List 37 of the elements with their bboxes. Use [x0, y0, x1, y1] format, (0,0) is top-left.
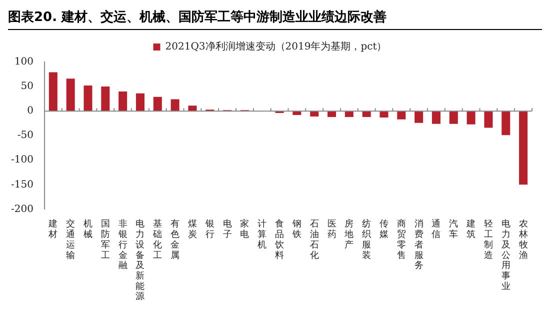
- x-tick-label: 家电: [240, 218, 250, 240]
- y-tick-label: 0: [27, 106, 34, 117]
- x-tick-label: 纺织服装: [362, 218, 372, 261]
- legend-label: 2021Q3净利润增速变动（2019年为基期，pct）: [165, 40, 387, 53]
- x-tick-label: 食品饮料: [274, 218, 284, 261]
- x-tick-label: 银行: [204, 218, 214, 240]
- x-tick-label: 煤炭: [188, 218, 197, 240]
- x-tick-label: 有色金属: [170, 218, 180, 261]
- x-tick-label: 基础化工: [152, 218, 162, 261]
- x-tick-label: 汽车: [449, 218, 458, 240]
- y-tick-label: 100: [14, 56, 34, 68]
- y-tick-label: 50: [20, 81, 34, 92]
- x-tick-label: 机械: [83, 218, 92, 240]
- x-tick-label: 电子: [222, 218, 232, 240]
- x-tick-label: 建筑: [466, 218, 476, 240]
- y-tick-label: -200: [10, 204, 34, 215]
- x-tick-label: 交通运输: [66, 218, 76, 261]
- x-tick-label: 消费者服务: [414, 218, 424, 272]
- x-tick-label: 农林牧渔: [518, 218, 528, 261]
- x-tick-label: 石油石化: [310, 220, 319, 261]
- x-tick-label: 通信: [432, 218, 441, 240]
- x-tick-label: 钢铁: [291, 218, 302, 240]
- x-tick-label: 非银行金融: [117, 218, 128, 272]
- chart-title: 图表20. 建材、交运、机械、国防军工等中游制造业业绩边际改善: [8, 8, 542, 30]
- x-tick-label: 商贸零售: [396, 218, 406, 261]
- x-tick-label: 房地产: [344, 218, 354, 250]
- x-tick-label: 电力设备及新能源: [136, 218, 145, 302]
- x-tick-label: 国防军工: [100, 220, 110, 261]
- x-tick-label: 建材: [48, 218, 58, 240]
- y-tick-label: -100: [10, 154, 34, 166]
- x-tick-label: 轻工制造: [484, 218, 493, 261]
- x-tick-label: 计算机: [258, 218, 267, 250]
- x-tick-label: 传媒: [380, 218, 388, 240]
- y-tick-label: -150: [10, 179, 34, 190]
- y-tick-label: -50: [17, 130, 34, 142]
- x-tick-label: 电力及公用事业: [501, 218, 510, 292]
- x-tick-label: 医药: [327, 218, 336, 240]
